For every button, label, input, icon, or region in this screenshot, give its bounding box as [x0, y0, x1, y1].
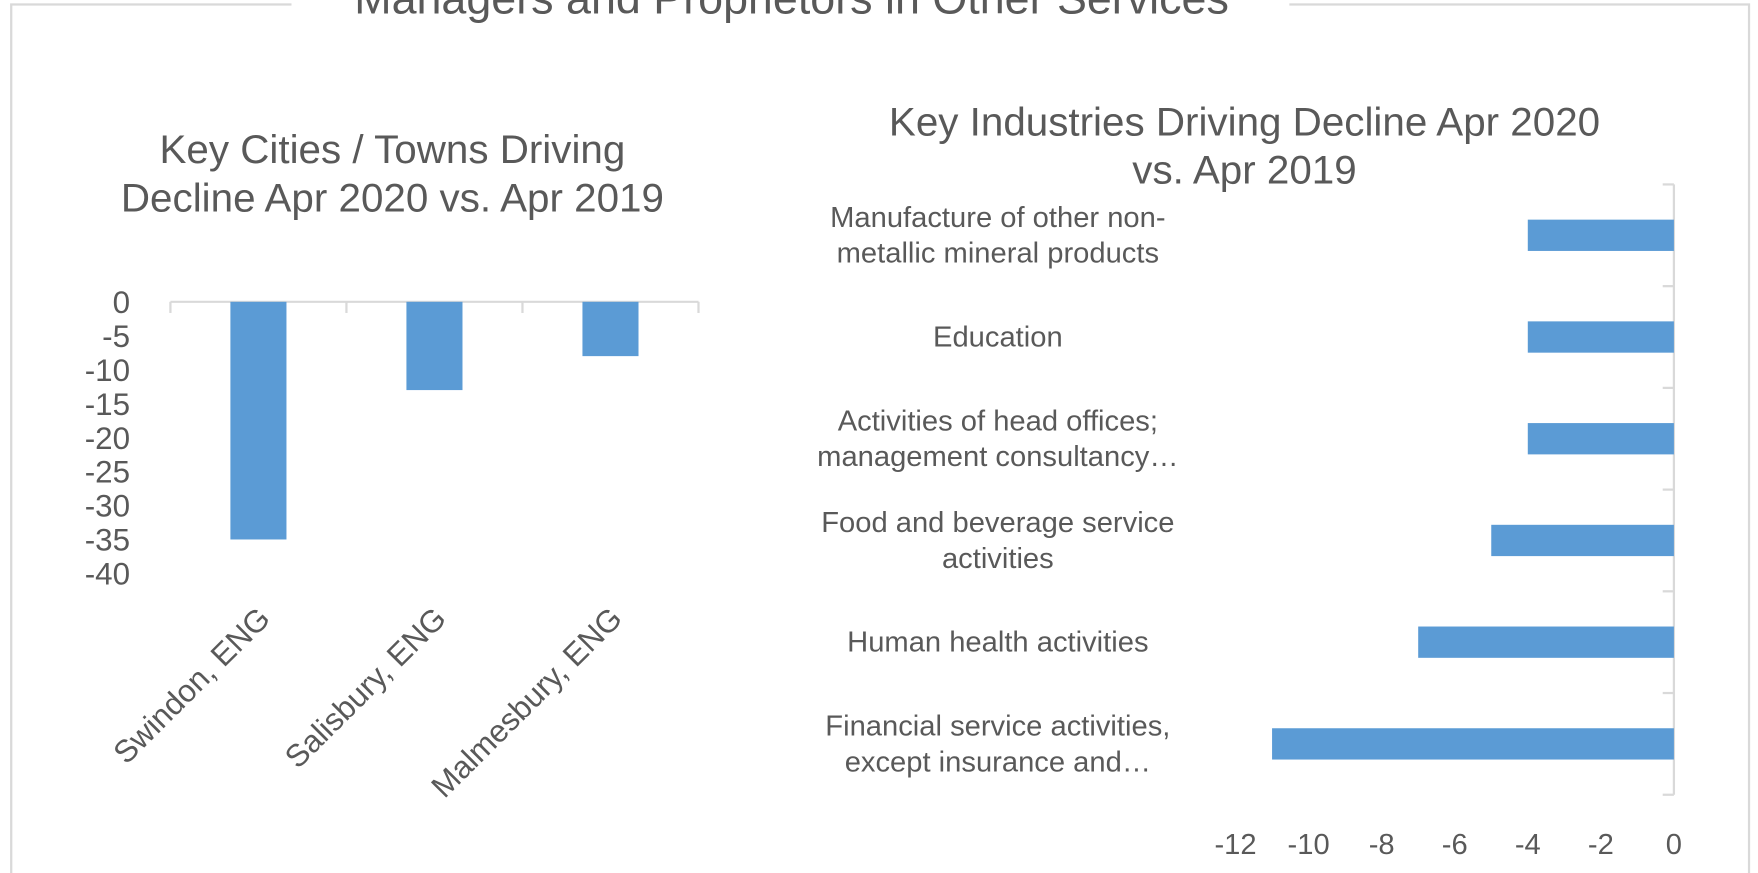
bar — [1527, 423, 1674, 455]
y-tick-label: -25 — [85, 455, 130, 490]
y-tick-label: Financial service activities, except ins… — [825, 709, 1171, 778]
y-tick-label: -15 — [85, 387, 130, 422]
bar — [1491, 524, 1674, 557]
y-tick-label: 0 — [113, 285, 130, 320]
y-tick-label: Education — [933, 319, 1063, 354]
x-tick-label: -6 — [1442, 829, 1468, 861]
y-tick-label-box: Financial service activities, except ins… — [825, 709, 1171, 778]
y-tick-label-box: Food and beverage service activities — [821, 505, 1175, 574]
y-tick-label: -5 — [102, 319, 130, 354]
title-backdrop — [291, 0, 1290, 23]
bar — [1527, 321, 1674, 353]
chart-title-box: Key Cities / Towns Driving Decline Apr 2… — [120, 126, 664, 221]
y-tick-label: Human health activities — [847, 624, 1149, 659]
page-title: Managers and Proprietors in Other Servic… — [354, 0, 1229, 23]
y-tick-label-box: Activities of head offices; management c… — [817, 403, 1179, 473]
y-tick-label-box: Human health activities — [847, 624, 1149, 659]
y-tick-label: -20 — [85, 421, 130, 456]
bar — [1272, 728, 1674, 760]
chart-title: Key Cities / Towns Driving Decline Apr 2… — [120, 126, 664, 221]
x-tick-label: -8 — [1369, 829, 1395, 861]
bar — [230, 301, 287, 540]
chart-title-box: Key Industries Driving Decline Apr 2020 … — [888, 98, 1601, 193]
x-tick-label: 0 — [1666, 829, 1682, 861]
bar — [406, 301, 463, 391]
y-tick-label: Manufacture of other non-metallic minera… — [830, 200, 1166, 269]
y-tick-label: Food and beverage service activities — [821, 505, 1175, 574]
y-tick-label-box: Education — [933, 319, 1063, 354]
bar — [582, 301, 639, 357]
x-tick-label: -10 — [1288, 829, 1330, 861]
x-tick-label: Malmesbury, ENG — [425, 601, 629, 805]
y-tick-label: -10 — [85, 353, 130, 388]
y-tick-label: Activities of head offices; management c… — [817, 403, 1179, 473]
chart-title: Key Industries Driving Decline Apr 2020 … — [888, 98, 1601, 193]
x-tick-label: -2 — [1588, 829, 1614, 861]
y-tick-label: -35 — [85, 523, 130, 558]
x-tick-label: Salisbury, ENG — [278, 601, 453, 775]
y-tick-label: -40 — [85, 557, 130, 592]
x-tick-label: -4 — [1515, 829, 1541, 861]
x-tick-label: Swindon, ENG — [107, 601, 277, 771]
bar — [1527, 219, 1674, 251]
bar — [1418, 626, 1674, 658]
y-tick-label-box: Manufacture of other non-metallic minera… — [830, 200, 1166, 269]
x-tick-label: -12 — [1214, 829, 1256, 861]
y-tick-label: -30 — [85, 489, 130, 524]
